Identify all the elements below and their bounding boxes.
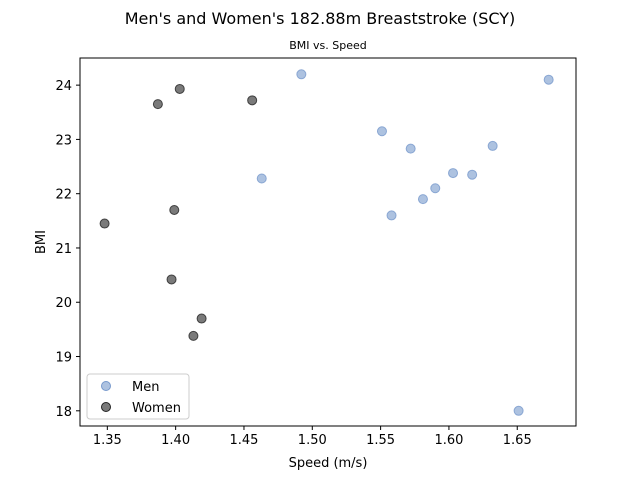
y-axis-label: BMI [34,230,49,254]
legend: Men Women [86,373,190,420]
point-women [196,313,207,324]
x-tick-label: 1.50 [298,433,327,448]
x-axis-ticks: 1.35 1.40 1.45 1.50 1.55 1.60 1.65 [93,426,532,448]
point-women [169,204,180,215]
y-tick-label: 19 [55,351,72,366]
point-men [513,405,524,416]
x-tick-label: 1.40 [161,433,190,448]
chart-subtitle: BMI vs. Speed [289,39,367,52]
point-women [188,330,199,341]
legend-label-women: Women [132,401,181,416]
y-tick-label: 18 [55,405,72,420]
point-men [405,143,416,154]
y-tick-label: 21 [55,242,72,257]
point-women [247,95,258,106]
x-tick-label: 1.35 [93,433,122,448]
y-tick-label: 23 [55,133,72,148]
x-tick-label: 1.45 [229,433,258,448]
x-axis-label: Speed (m/s) [289,456,368,471]
point-men [417,194,428,205]
legend-marker-women [101,402,111,412]
scatter-points [99,69,554,416]
y-tick-label: 22 [55,188,72,203]
legend-label-men: Men [132,380,159,395]
point-women [174,83,185,94]
y-tick-label: 24 [55,79,72,94]
plot-area-frame [79,57,577,427]
chart-title: Men's and Women's 182.88m Breaststroke (… [125,9,516,28]
point-men [256,173,267,184]
point-men [376,126,387,137]
y-tick-label: 20 [55,296,72,311]
point-men [430,183,441,194]
point-men [467,169,478,180]
point-women [166,274,177,285]
point-men [448,168,459,179]
x-tick-label: 1.65 [503,433,532,448]
point-women [99,218,110,229]
x-tick-label: 1.55 [366,433,395,448]
y-axis-ticks: 18 19 20 21 22 23 24 [55,79,80,420]
point-men [386,210,397,221]
point-men [296,69,307,80]
legend-box [86,373,190,420]
point-men [543,74,554,85]
x-tick-label: 1.60 [434,433,463,448]
point-men [487,140,498,151]
legend-marker-men [101,381,111,391]
point-women [152,99,163,110]
